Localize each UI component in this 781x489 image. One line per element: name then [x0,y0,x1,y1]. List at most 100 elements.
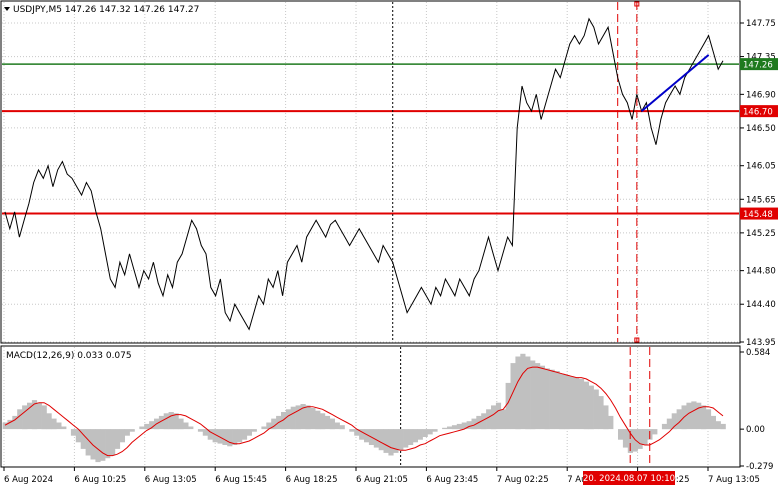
macd-histogram-bar [578,378,585,430]
macd-histogram-bar [583,381,589,430]
price-tick-label: 146.50 [746,124,776,134]
macd-histogram-bar [2,422,8,430]
macd-histogram-bar [574,377,580,430]
macd-histogram-bar [359,429,365,440]
macd-histogram-bar [451,425,458,430]
macd-histogram-bar [295,405,301,430]
macd-histogram-bar [222,429,228,445]
macd-histogram-bar [7,419,13,430]
price-tick-label: 146.05 [746,162,776,172]
macd-histogram-bar [100,429,106,461]
macd-histogram-bar [349,429,355,432]
macd-histogram-bar [637,429,643,449]
price-tick-label: 145.65 [746,195,776,205]
price-tick-label: 147.75 [746,19,776,29]
macd-histogram-bar [564,375,570,430]
macd-axis-ticks: 0.584 0.00 -0.279 [740,348,773,472]
price-chart-title: USDJPY,M5 147.26 147.32 147.26 147.27 [13,5,199,15]
time-tick-label: 6 Aug 23:45 [426,475,478,485]
macd-histogram-bar [598,396,604,430]
macd-histogram-bar [163,413,169,430]
macd-histogram-bar [285,409,292,430]
macd-histogram-bar [569,376,575,430]
macd-histogram-bar [305,405,311,430]
macd-histogram-bar [271,418,277,430]
macd-vertical-markers [629,347,651,466]
macd-histogram-bar [710,415,716,430]
macd-histogram-bar [237,429,243,443]
macd-histogram-bar [661,423,668,430]
price-levels [2,63,739,215]
macd-histogram-bar [290,406,296,430]
level-label-bg-145.48 [740,207,778,220]
macd-histogram-bar [110,429,116,456]
macd-histogram-bar [686,402,692,430]
macd-histogram-bar [144,423,150,430]
macd-histogram-bar [549,369,555,430]
macd-histogram-bar [202,429,208,436]
macd-histogram-bar [505,382,511,430]
macd-histogram-bar [618,429,624,440]
macd-histogram-bar [525,356,531,430]
macd-histogram-bar [27,402,33,430]
macd-histogram-bar [456,423,462,430]
macd-histogram-bar [41,405,47,430]
macd-histogram-bar [559,373,565,430]
macd-histogram-bar [158,415,165,430]
crosshair-time-label: 20. 2024.08.07 10:10 [583,471,675,485]
macd-histogram-bar [51,418,57,430]
trendline[interactable] [640,54,710,112]
macd-title: MACD(12,26,9) 0.033 0.075 [6,351,132,361]
macd-histogram-bar [427,429,433,435]
macd-histogram-bar [486,409,492,430]
macd-histogram-bar [124,429,130,436]
macd-histogram-bar [383,429,389,453]
price-tick-label: 144.40 [746,300,776,310]
macd-histogram-bar [56,422,62,430]
macd-histogram-bar [466,421,472,430]
macd-histogram-bar [720,423,726,430]
marker-handle-top[interactable] [634,1,640,7]
time-tick-label: 7 Aug 13:05 [708,475,760,485]
macd-histogram-bar [212,429,218,443]
symbol-menu-triangle-icon[interactable] [4,7,10,11]
macd-histogram [2,353,726,463]
macd-histogram-bar [642,429,648,445]
macd-histogram-bar [432,429,438,432]
macd-histogram-bar [246,429,252,436]
macd-histogram-bar [652,429,658,435]
time-tick-label: 7 Aug 02:25 [497,475,549,485]
macd-histogram-bar [95,429,101,463]
level-label-146.70: 146.70 [743,108,773,118]
macd-histogram-bar [197,429,204,432]
price-tick-label: 146.90 [746,90,776,100]
time-tick-label: 6 Aug 13:05 [145,475,197,485]
time-tick-label: 6 Aug 15:45 [215,475,267,485]
time-tick-label: 6 Aug 2024 [4,475,53,485]
macd-histogram-bar [232,429,238,445]
macd-histogram-bar [676,409,682,430]
macd-histogram-bar [388,429,394,456]
macd-histogram-bar [149,421,155,430]
macd-histogram-bar [227,429,233,447]
price-level-labels: 147.26 146.70 145.48 [740,58,778,220]
macd-histogram-bar [251,429,257,432]
macd-histogram-bar [281,412,287,430]
time-tick-label: 6 Aug 10:25 [74,475,126,485]
macd-histogram-bar [696,402,702,430]
macd-histogram-bar [535,363,541,430]
macd-histogram-bar [241,429,248,440]
marker-handle-bottom[interactable] [634,337,640,343]
macd-histogram-bar [491,405,497,430]
macd-histogram-bar [442,427,448,430]
macd-histogram-bar [393,429,399,453]
macd-histogram-bar [447,426,453,430]
macd-histogram-bar [691,401,697,430]
macd-histogram-bar [139,426,145,430]
macd-histogram-bar [530,360,536,430]
price-tick-label: 147.35 [746,53,776,63]
crosshair-time-label-text: 20. 2024.08.07 10:10 [583,474,675,484]
macd-histogram-bar [36,402,42,430]
macd-histogram-bar [70,429,77,436]
